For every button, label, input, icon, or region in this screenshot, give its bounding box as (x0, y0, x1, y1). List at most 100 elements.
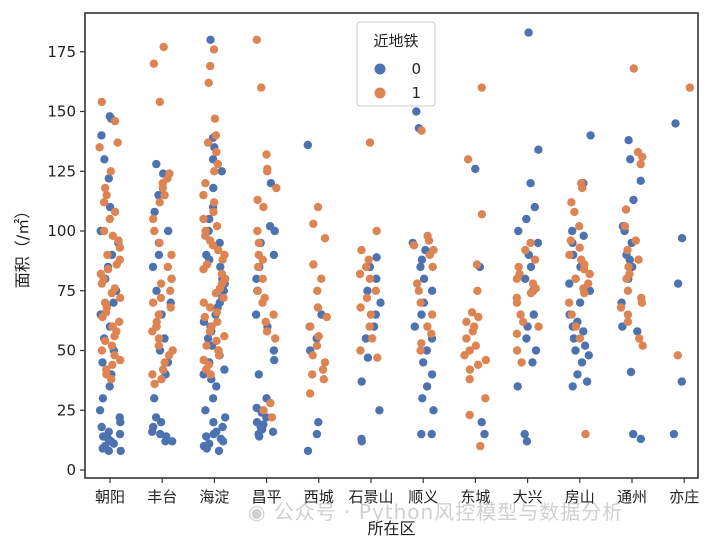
data-point-series-0 (514, 226, 523, 236)
data-point-series-0 (626, 367, 636, 377)
data-point-series-1 (150, 379, 159, 389)
data-point-series-1 (97, 346, 107, 355)
data-point-series-1 (97, 279, 107, 288)
legend-label: 1 (411, 84, 421, 102)
y-axis: 0 25 50 75 100 125 150 175 (47, 43, 85, 479)
data-point-series-1 (116, 293, 125, 303)
data-point-series-1 (253, 286, 262, 295)
data-point-series-1 (417, 126, 426, 135)
data-point-series-1 (534, 322, 543, 331)
data-point-series-1 (362, 262, 371, 272)
data-point-series-0 (97, 131, 106, 140)
data-point-series-0 (220, 365, 229, 374)
data-point-series-1 (512, 274, 522, 283)
data-point-series-1 (107, 341, 117, 350)
data-point-series-0 (577, 358, 587, 367)
watermark-text: 公众号 · Python风控模型与数据分析 (273, 500, 624, 524)
data-point-series-0 (636, 176, 645, 185)
x-tick-label: 亦庄 (669, 488, 699, 506)
data-point-series-0 (152, 286, 161, 295)
data-point-series-1 (427, 310, 437, 319)
data-point-series-1 (156, 279, 166, 288)
data-point-series-1 (103, 250, 112, 260)
data-point-series-1 (259, 202, 268, 212)
data-point-series-1 (623, 310, 633, 319)
data-point-series-1 (271, 334, 280, 343)
data-point-series-1 (319, 375, 328, 384)
y-tick-label: 150 (47, 103, 76, 121)
data-point-series-1 (308, 351, 317, 360)
data-point-series-1 (580, 288, 589, 298)
data-point-series-1 (567, 198, 576, 207)
data-point-series-1 (416, 298, 425, 307)
legend-marker (374, 87, 386, 99)
data-point-series-1 (581, 429, 590, 439)
data-point-series-0 (629, 195, 638, 205)
data-point-series-1 (512, 298, 522, 307)
data-point-series-1 (463, 155, 473, 164)
data-point-series-1 (313, 303, 323, 312)
data-point-series-1 (318, 365, 328, 374)
data-point-series-0 (419, 274, 429, 283)
data-point-series-0 (568, 226, 577, 236)
data-point-series-0 (471, 164, 480, 174)
data-point-series-0 (154, 190, 163, 200)
data-point-series-1 (209, 45, 219, 54)
data-point-series-0 (115, 429, 125, 439)
data-point-series-1 (154, 341, 163, 350)
data-point-series-1 (155, 198, 164, 207)
data-point-series-1 (103, 265, 113, 274)
data-point-series-1 (160, 358, 169, 367)
data-point-series-1 (158, 365, 168, 374)
data-point-series-1 (373, 353, 382, 362)
data-point-series-0 (419, 358, 428, 367)
data-point-series-1 (575, 243, 584, 252)
data-point-series-1 (306, 322, 315, 331)
data-point-series-0 (534, 145, 543, 154)
data-point-series-1 (160, 190, 169, 200)
data-point-series-1 (100, 183, 110, 193)
data-point-series-1 (155, 238, 164, 248)
data-point-series-1 (272, 183, 281, 193)
data-point-series-1 (465, 365, 475, 374)
data-point-series-0 (98, 394, 108, 403)
data-point-series-1 (206, 303, 215, 312)
data-point-series-1 (634, 255, 643, 264)
data-point-series-1 (566, 236, 575, 245)
y-axis-title: 面积（/㎡） (13, 203, 32, 288)
data-point-series-1 (355, 269, 365, 279)
data-point-series-0 (530, 202, 539, 212)
data-point-series-0 (669, 429, 679, 439)
data-point-series-1 (575, 334, 585, 343)
data-point-series-0 (216, 262, 225, 272)
data-point-series-0 (97, 422, 106, 432)
data-point-series-1 (313, 286, 322, 295)
data-point-series-1 (261, 317, 270, 326)
data-point-series-0 (212, 382, 221, 391)
data-point-series-1 (481, 394, 490, 403)
data-point-series-1 (673, 351, 682, 360)
x-tick-label: 朝阳 (95, 488, 125, 506)
data-point-series-1 (305, 389, 315, 398)
data-point-series-1 (106, 167, 116, 176)
data-point-series-1 (214, 245, 223, 255)
data-point-series-0 (522, 334, 531, 343)
data-point-series-1 (210, 167, 219, 176)
data-point-series-1 (257, 83, 266, 92)
data-point-series-1 (623, 245, 632, 255)
data-point-series-0 (569, 334, 579, 343)
data-point-series-0 (410, 322, 419, 331)
data-point-series-1 (164, 351, 174, 360)
data-point-series-1 (367, 334, 377, 343)
data-point-series-0 (629, 429, 638, 439)
data-point-series-0 (528, 358, 537, 367)
data-point-series-1 (258, 274, 267, 283)
data-point-series-1 (462, 317, 471, 326)
data-point-series-0 (268, 427, 278, 436)
data-point-series-1 (517, 358, 526, 367)
legend-marker (374, 63, 386, 75)
data-point-series-1 (372, 226, 381, 236)
data-point-series-1 (621, 205, 631, 214)
data-point-series-1 (148, 327, 157, 336)
x-tick-label: 海淀 (199, 488, 229, 506)
